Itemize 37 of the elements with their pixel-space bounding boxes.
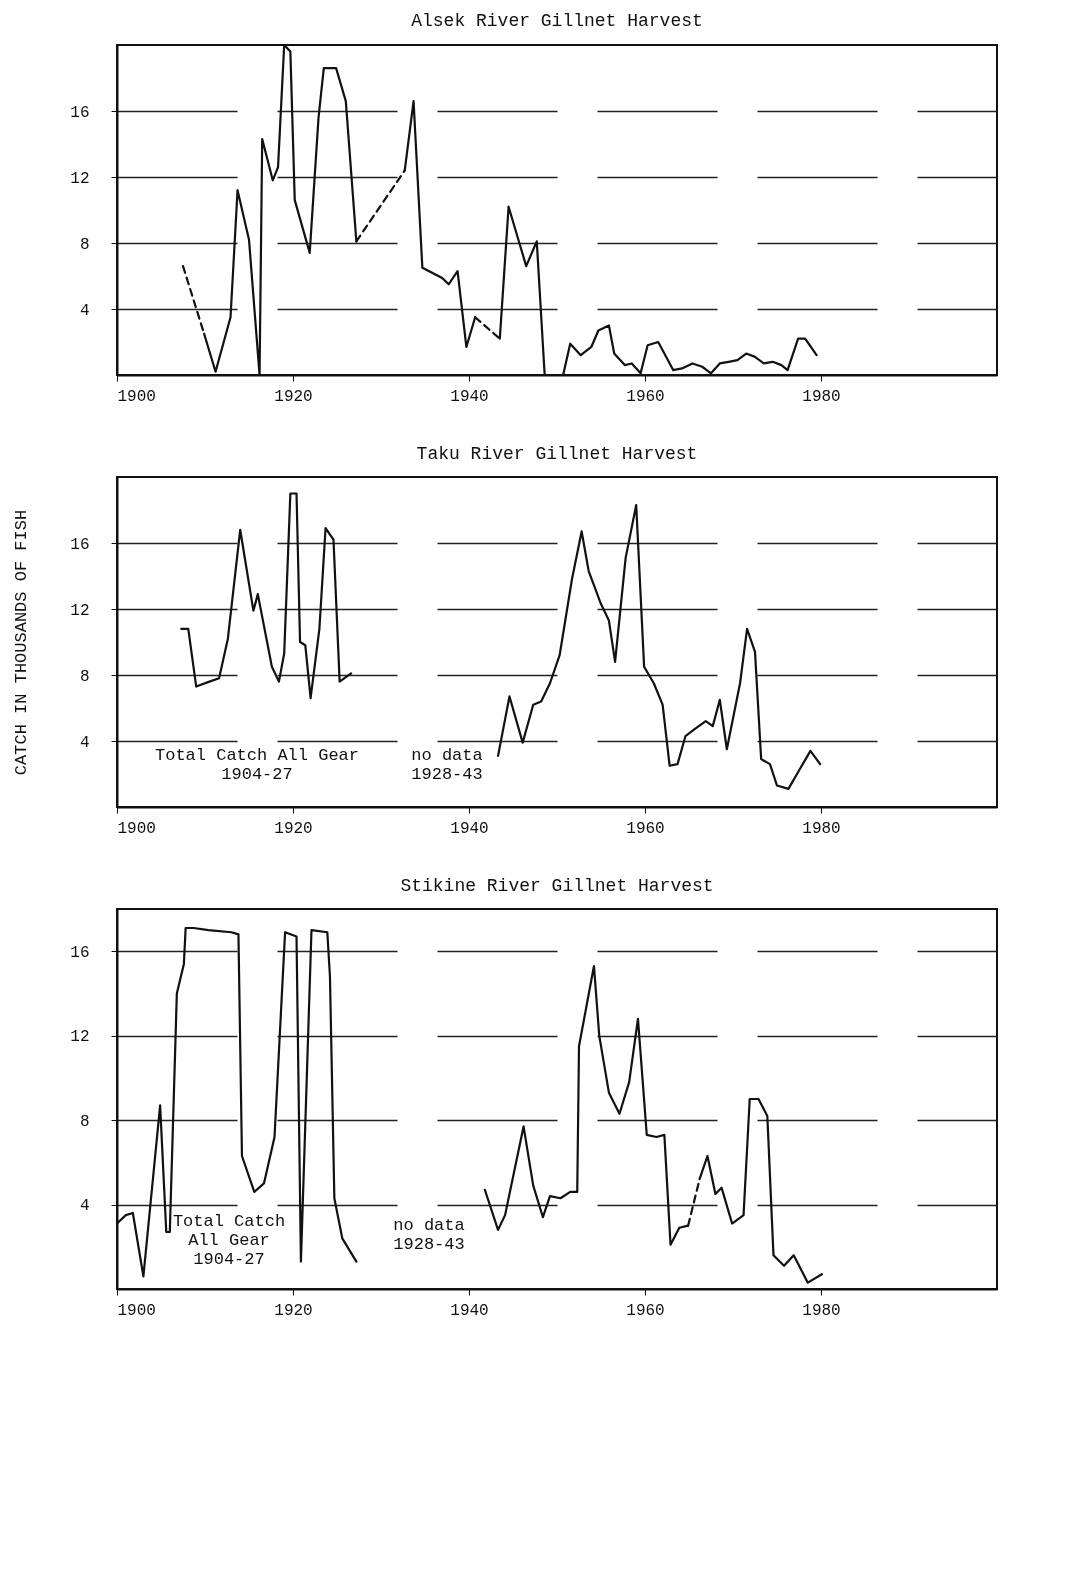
x-tick-label: 1900 bbox=[117, 387, 156, 406]
x-tick-label: 1980 bbox=[802, 387, 841, 406]
x-tick-label: 1960 bbox=[626, 1301, 665, 1320]
annotation: no data 1928-43 bbox=[393, 1216, 465, 1254]
y-tick-label: 16 bbox=[70, 103, 90, 122]
y-tick-label: 8 bbox=[79, 1112, 90, 1131]
annotation: no data 1928-43 bbox=[411, 746, 483, 784]
y-tick-label: 12 bbox=[70, 601, 90, 620]
x-tick-label: 1920 bbox=[274, 387, 313, 406]
x-tick-label: 1940 bbox=[450, 819, 489, 838]
y-axis-title: CATCH IN THOUSANDS OF FISH bbox=[12, 509, 32, 776]
annotation: Total Catch All Gear 1904-27 bbox=[154, 746, 360, 784]
x-tick-label: 1920 bbox=[274, 819, 313, 838]
y-tick-label: 12 bbox=[70, 169, 90, 188]
x-tick-label: 1980 bbox=[802, 1301, 841, 1320]
y-tick-label: 8 bbox=[79, 235, 90, 254]
chart-title: Alsek River Gillnet Harvest bbox=[411, 10, 703, 31]
x-tick-label: 1940 bbox=[450, 1301, 489, 1320]
annotation: Total Catch All Gear 1904-27 bbox=[172, 1212, 286, 1269]
x-tick-label: 1960 bbox=[626, 387, 665, 406]
x-tick-label: 1900 bbox=[117, 1301, 156, 1320]
x-tick-label: 1960 bbox=[626, 819, 665, 838]
chart-title: Stikine River Gillnet Harvest bbox=[400, 876, 714, 896]
line-series bbox=[180, 492, 353, 700]
x-tick-label: 1980 bbox=[802, 819, 841, 838]
y-tick-label: 16 bbox=[70, 943, 90, 962]
y-tick-label: 16 bbox=[70, 535, 90, 554]
y-tick-label: 4 bbox=[79, 301, 90, 320]
line-series bbox=[496, 503, 822, 790]
y-tick-label: 4 bbox=[79, 1197, 90, 1216]
x-tick-label: 1900 bbox=[117, 819, 156, 838]
y-tick-label: 4 bbox=[79, 733, 90, 752]
x-tick-label: 1940 bbox=[450, 387, 489, 406]
chart-title: Taku River Gillnet Harvest bbox=[416, 444, 698, 464]
y-tick-label: 12 bbox=[70, 1028, 90, 1047]
y-tick-label: 8 bbox=[79, 667, 90, 686]
x-tick-label: 1920 bbox=[274, 1301, 313, 1320]
